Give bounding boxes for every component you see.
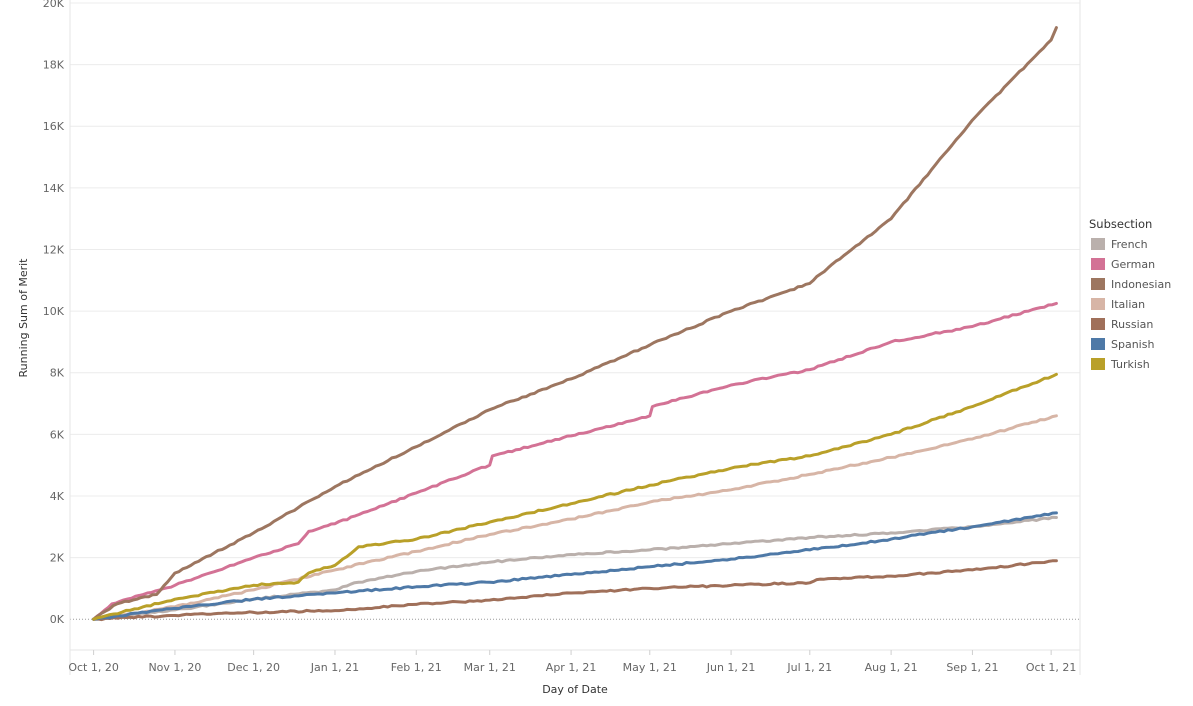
legend-label-russian: Russian [1111,318,1153,331]
y-tick-label: 20K [43,0,65,10]
x-tick-label: Dec 1, 20 [227,661,280,674]
x-axis-title: Day of Date [542,683,608,696]
x-tick-label: Oct 1, 21 [1026,661,1077,674]
legend-swatch-french [1091,238,1105,250]
series-line-turkish [92,372,1058,621]
x-tick-label: Aug 1, 21 [865,661,918,674]
series-lines [92,26,1058,622]
legend-label-french: French [1111,238,1148,251]
series-line-italian [92,414,1058,621]
legend-label-indonesian: Indonesian [1111,278,1171,291]
x-tick-label: Feb 1, 21 [391,661,442,674]
x-tick-label: Sep 1, 21 [946,661,998,674]
legend-title: Subsection [1089,217,1152,231]
legend-label-italian: Italian [1111,298,1145,311]
y-tick-label: 18K [43,59,65,72]
y-tick-label: 4K [50,490,65,503]
legend-swatch-indonesian [1091,278,1105,290]
y-tick-label: 0K [50,613,65,626]
x-tick-label: Apr 1, 21 [546,661,597,674]
legend-swatch-russian [1091,318,1105,330]
legend-swatch-turkish [1091,358,1105,370]
y-tick-label: 12K [43,243,65,256]
legend-swatch-spanish [1091,338,1105,350]
series-line-russian [92,559,1058,622]
legend-label-german: German [1111,258,1155,271]
x-tick-label: May 1, 21 [623,661,677,674]
y-tick-label: 14K [43,182,65,195]
legend: Subsection French German Indonesian Italian… [1089,217,1171,371]
legend-swatch-german [1091,258,1105,270]
x-tick-label: Nov 1, 20 [148,661,201,674]
y-tick-label: 6K [50,428,65,441]
grid-lines [69,0,1081,675]
x-tick-label: Mar 1, 21 [464,661,516,674]
legend-label-spanish: Spanish [1111,338,1154,351]
series-line-spanish [92,511,1058,621]
x-tick-label: Jul 1, 21 [786,661,832,674]
series-line-indonesian [92,26,1058,621]
y-tick-label: 10K [43,305,65,318]
x-tick-label: Jun 1, 21 [706,661,756,674]
y-tick-label: 16K [43,120,65,133]
series-line-french [92,515,1058,621]
legend-swatch-italian [1091,298,1105,310]
series-line-german [92,301,1058,621]
x-tick-label: Oct 1, 20 [68,661,119,674]
y-axis-title: Running Sum of Merit [17,258,30,378]
legend-items: French German Indonesian Italian Russian Span… [1091,238,1171,371]
legend-label-turkish: Turkish [1110,358,1150,371]
x-axis-ticks: Oct 1, 20 Nov 1, 20 Dec 1, 20 Jan 1, 21 Feb … [68,650,1076,674]
y-tick-label: 2K [50,552,65,565]
y-axis-ticks: 0K 2K 4K 6K 8K 10K 12K 14K 16K 18K 20K [43,0,65,626]
x-tick-label: Jan 1, 21 [310,661,359,674]
y-tick-label: 8K [50,367,65,380]
